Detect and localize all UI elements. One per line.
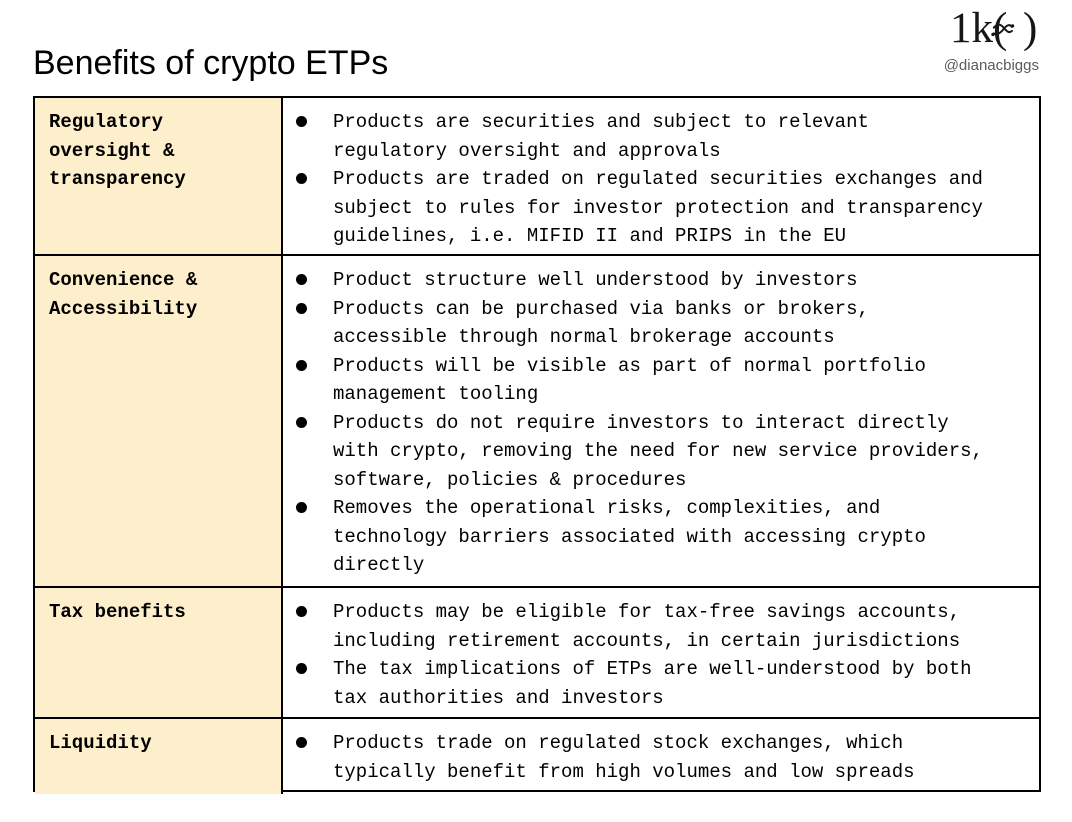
svg-text:): ) (1023, 5, 1037, 52)
svg-text:1k(: 1k( (950, 5, 1007, 52)
